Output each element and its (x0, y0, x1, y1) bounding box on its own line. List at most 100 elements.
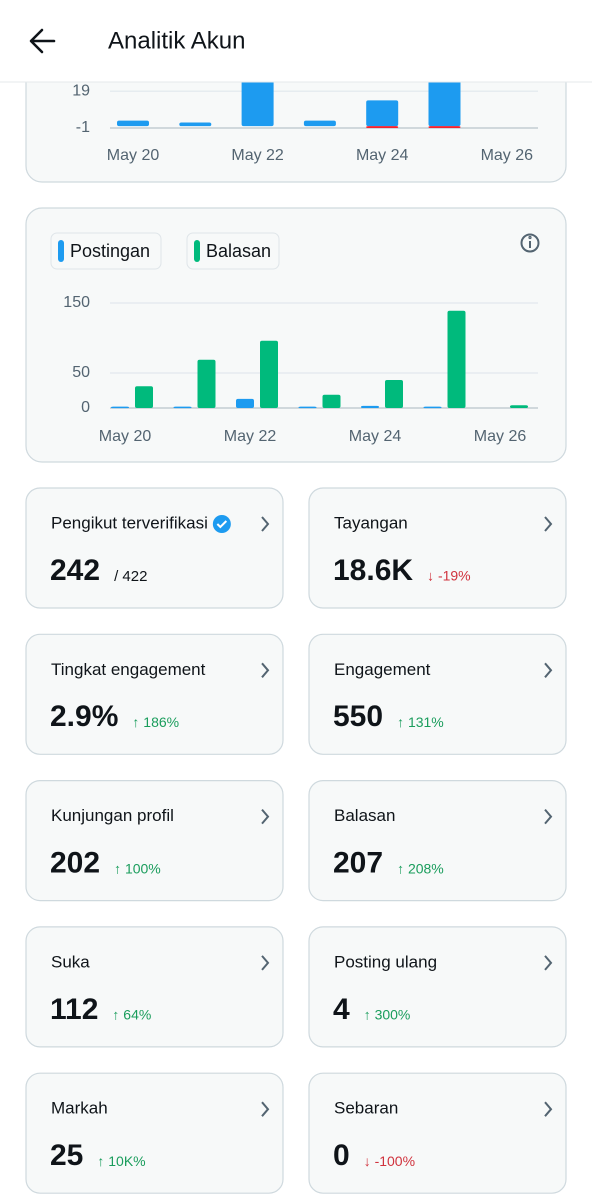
chevron (261, 808, 270, 825)
bar (236, 398, 254, 408)
bar (366, 100, 399, 127)
legend-swatch (58, 240, 64, 262)
x-tick-label: May 22 (231, 147, 284, 164)
bar (366, 126, 399, 128)
x-tick-label: May 22 (224, 428, 277, 445)
metric-label: Engagement (334, 660, 431, 679)
verified-badge (212, 515, 231, 533)
x-tick-label: May 26 (481, 147, 534, 164)
bar (111, 406, 129, 409)
chevron (261, 516, 270, 532)
header-title: Analitik Akun (108, 27, 245, 54)
bar (322, 394, 341, 408)
bar (135, 386, 153, 408)
header: Analitik Akun (0, 0, 592, 83)
back-button[interactable] (29, 28, 56, 54)
metric-card[interactable]: Engagement 550 ↑ 131% (308, 633, 567, 755)
card-bg (25, 779, 284, 902)
metric-label: Tayangan (334, 513, 408, 532)
info-icon[interactable] (520, 233, 540, 253)
legend-box[interactable] (50, 232, 162, 270)
legend-label: Postingan (70, 241, 150, 261)
metric-total: / 422 (114, 568, 147, 585)
metric-card[interactable]: Markah 25 ↑ 10K% (25, 1072, 284, 1194)
card-bg (308, 926, 567, 1048)
metric-label: Sebaran (334, 1099, 398, 1118)
metric-card[interactable]: Balasan 207 ↑ 208% (308, 779, 567, 902)
metric-change: ↑ 100% (114, 860, 161, 876)
chevron (544, 516, 553, 532)
bar (179, 122, 212, 127)
bar (117, 120, 149, 127)
metric-card[interactable]: Suka 112 ↑ 64% (25, 926, 284, 1048)
metric-value: 112 (50, 993, 98, 1026)
x-tick-label: May 26 (474, 428, 527, 445)
y-tick-label: 150 (63, 294, 90, 311)
metric-change: ↑ 186% (132, 714, 179, 730)
metric-value: 242 (50, 554, 100, 587)
card-bg (25, 633, 284, 755)
x-tick-label: May 24 (349, 428, 402, 445)
bar (510, 405, 528, 408)
metric-change: ↑ 208% (397, 860, 444, 876)
metric-value: 2.9% (50, 700, 118, 733)
chevron (544, 662, 553, 678)
metric-card[interactable]: Tayangan 18.6K ↓ -19% (308, 487, 567, 609)
chevron (261, 955, 270, 971)
bar (197, 359, 216, 408)
chevron (261, 1101, 270, 1117)
bar (447, 310, 466, 408)
metric-label: Posting ulang (334, 952, 437, 971)
y-tick-label: 0 (81, 399, 90, 416)
bar (361, 405, 379, 408)
metric-value: 202 (50, 847, 100, 880)
card-bg (25, 926, 284, 1048)
metric-change: ↑ 10K% (97, 1153, 145, 1169)
metric-change: ↑ 300% (364, 1007, 411, 1023)
metric-card[interactable]: Sebaran 0 ↓ -100% (308, 1072, 567, 1194)
card-bg (308, 1072, 567, 1194)
metric-label: Balasan (334, 806, 395, 825)
bar (298, 406, 317, 409)
x-tick-label: May 24 (356, 147, 409, 164)
chevron (544, 808, 553, 825)
metric-value: 25 (50, 1139, 83, 1172)
card-bg (25, 1072, 284, 1194)
metric-value: 18.6K (333, 554, 413, 587)
metric-value: 207 (333, 847, 383, 880)
bar (428, 126, 461, 128)
metric-value: 550 (333, 700, 383, 733)
legend-swatch (194, 240, 200, 262)
x-tick-label: May 20 (107, 147, 160, 164)
chevron (544, 955, 553, 971)
metric-card[interactable]: Posting ulang 4 ↑ 300% (308, 926, 567, 1048)
legend-label: Balasan (206, 241, 271, 261)
metric-value: 0 (333, 1139, 350, 1172)
card-bg (308, 487, 567, 609)
card-bg (308, 633, 567, 755)
metric-label: Pengikut terverifikasi (51, 513, 208, 532)
metric-change: ↑ 131% (397, 714, 444, 730)
bar (260, 340, 278, 408)
card-bg (308, 779, 567, 902)
bar (428, 70, 461, 127)
bar (173, 406, 192, 409)
content: -1 19 May 20 May 22 May 24 May 26 0 50 150 May 20… (25, 19, 567, 1194)
y-tick-label: -1 (76, 119, 90, 136)
metric-change: ↓ -19% (427, 568, 471, 584)
metric-card[interactable]: Kunjungan profil 202 ↑ 100% (25, 779, 284, 902)
metric-label: Tingkat engagement (51, 660, 206, 679)
metric-value: 4 (333, 993, 350, 1026)
metric-label: Kunjungan profil (51, 806, 174, 825)
chart-card (25, 207, 567, 463)
card-bg (25, 487, 284, 609)
verified-check (216, 520, 228, 529)
metric-card[interactable]: Pengikut terverifikasi 242 / 422 (25, 487, 284, 609)
x-tick-label: May 20 (99, 428, 152, 445)
metric-card[interactable]: Tingkat engagement 2.9% ↑ 186% (25, 633, 284, 755)
y-tick-label: 19 (72, 82, 90, 99)
bar (385, 380, 403, 408)
legend-box[interactable] (186, 232, 280, 270)
